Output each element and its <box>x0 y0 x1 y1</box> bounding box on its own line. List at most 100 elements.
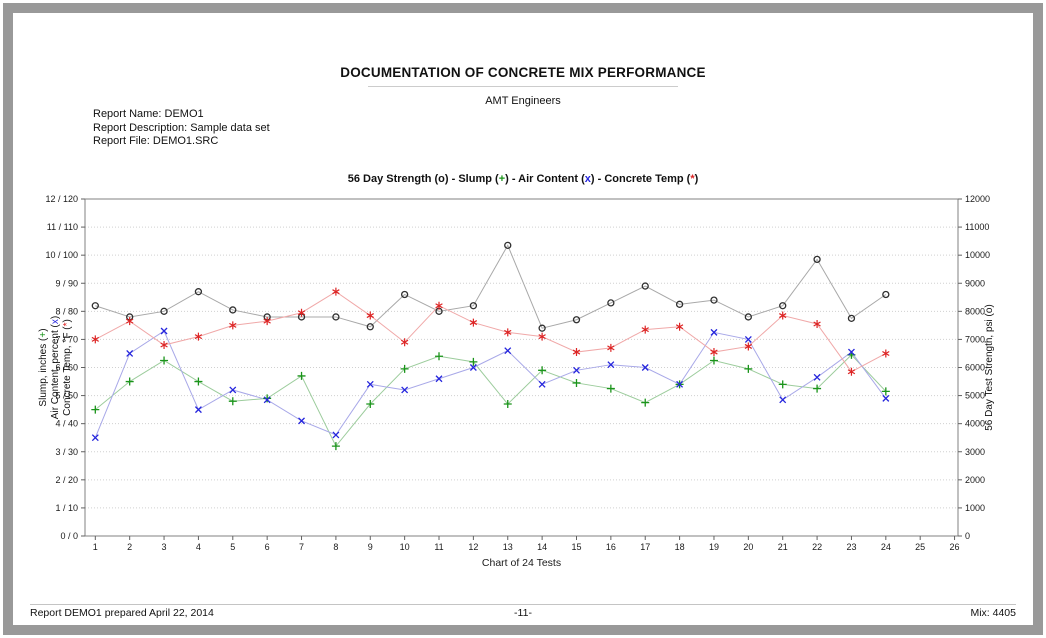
left-tick-label: 1 / 10 <box>55 503 78 513</box>
marker-o <box>332 313 340 321</box>
marker-x <box>504 347 512 355</box>
marker-x <box>779 396 787 404</box>
right-tick-label: 7000 <box>965 334 985 344</box>
marker-o <box>160 307 168 315</box>
x-axis-title: Chart of 24 Tests <box>482 557 561 569</box>
marker-x <box>298 417 305 425</box>
marker-o <box>779 302 787 310</box>
title-segment: * <box>690 173 695 185</box>
right-tick-label: 11000 <box>965 222 989 232</box>
x-tick-label: 22 <box>812 542 822 552</box>
title-segment: + <box>498 173 506 185</box>
title-underline <box>368 86 678 87</box>
x-tick-label: 17 <box>640 542 650 552</box>
page-title: DOCUMENTATION OF CONCRETE MIX PERFORMANC… <box>340 65 706 80</box>
x-tick-label: 3 <box>162 542 167 552</box>
right-tick-label: 3000 <box>965 447 985 457</box>
marker-star <box>641 325 649 334</box>
left-tick-label: 3 / 30 <box>55 447 78 457</box>
x-tick-label: 15 <box>571 542 581 552</box>
marker-x <box>607 361 615 369</box>
marker-star <box>847 367 856 376</box>
x-tick-label: 7 <box>299 542 304 552</box>
marker-star <box>813 319 821 328</box>
marker-star <box>297 308 306 317</box>
x-tick-label: 25 <box>915 542 925 552</box>
report-file: Report File: DEMO1.SRC <box>93 135 219 147</box>
x-tick-label: 11 <box>434 542 443 552</box>
marker-plus <box>606 384 615 393</box>
marker-o <box>641 282 649 290</box>
x-tick-label: 14 <box>537 542 547 552</box>
x-tick-label: 24 <box>881 542 891 552</box>
marker-star <box>710 348 718 357</box>
footer-mix: Mix: 4405 <box>970 607 1016 619</box>
series-line-* <box>95 291 887 373</box>
x-tick-label: 5 <box>230 542 235 552</box>
x-tick-label: 1 <box>93 542 98 552</box>
report-description: Report Description: Sample data set <box>93 121 270 134</box>
left-tick-label: 9 / 90 <box>55 278 78 288</box>
series-line-x <box>94 330 887 438</box>
marker-x <box>194 406 202 414</box>
marker-o <box>91 302 99 310</box>
marker-star <box>125 317 134 326</box>
marker-o <box>744 313 752 321</box>
marker-x <box>676 380 684 388</box>
right-tick-label: 12000 <box>965 194 990 204</box>
marker-x <box>882 394 890 402</box>
marker-star <box>882 349 890 358</box>
title-segment: x <box>584 173 591 185</box>
marker-o <box>882 290 890 299</box>
marker-star <box>435 301 443 310</box>
marker-star <box>160 341 168 350</box>
marker-plus <box>194 377 203 386</box>
marker-plus <box>778 380 787 389</box>
footer-page-number: -11- <box>514 607 532 619</box>
marker-x <box>160 327 168 335</box>
marker-x <box>401 386 409 394</box>
marker-plus <box>331 442 340 451</box>
marker-plus <box>91 405 100 414</box>
marker-plus <box>366 400 375 409</box>
right-tick-label: 5000 <box>965 391 985 401</box>
marker-x <box>332 431 340 439</box>
marker-plus <box>813 384 822 393</box>
x-tick-label: 9 <box>368 542 373 552</box>
marker-star <box>744 342 753 351</box>
marker-plus <box>160 356 169 365</box>
right-tick-label: 0 <box>965 531 970 541</box>
marker-x <box>813 373 821 381</box>
right-tick-label: 1000 <box>965 503 985 513</box>
x-tick-label: 8 <box>333 542 338 552</box>
marker-plus <box>435 352 444 361</box>
marker-x <box>744 335 752 343</box>
marker-star <box>91 335 100 344</box>
report-name: Report Name: DEMO1 <box>93 108 204 120</box>
marker-o <box>847 314 856 323</box>
marker-star <box>229 321 237 330</box>
marker-x <box>263 396 271 404</box>
marker-plus <box>572 378 581 387</box>
x-tick-label: 16 <box>606 542 616 552</box>
marker-o <box>607 299 615 307</box>
title-segment: 56 Day Strength (o) - Slump ( <box>347 173 499 185</box>
marker-o <box>538 324 546 332</box>
marker-o <box>469 302 478 310</box>
marker-plus <box>125 377 134 386</box>
marker-o <box>813 255 821 264</box>
marker-o <box>710 296 718 304</box>
x-tick-label: 6 <box>265 542 270 552</box>
plot-border <box>84 198 959 537</box>
title-segment: ) <box>694 173 699 185</box>
left-axis-title-line: Air Content, percent (x) <box>50 316 61 419</box>
left-tick-label: 0 / 0 <box>60 531 78 541</box>
x-tick-label: 2 <box>127 542 132 552</box>
marker-plus <box>263 394 272 403</box>
title-segment: ) - Air Content ( <box>505 173 585 185</box>
series-line-o <box>95 244 887 329</box>
marker-star <box>675 322 684 331</box>
x-tick-label: 13 <box>503 542 513 552</box>
marker-plus <box>297 371 306 380</box>
marker-plus <box>709 356 718 365</box>
